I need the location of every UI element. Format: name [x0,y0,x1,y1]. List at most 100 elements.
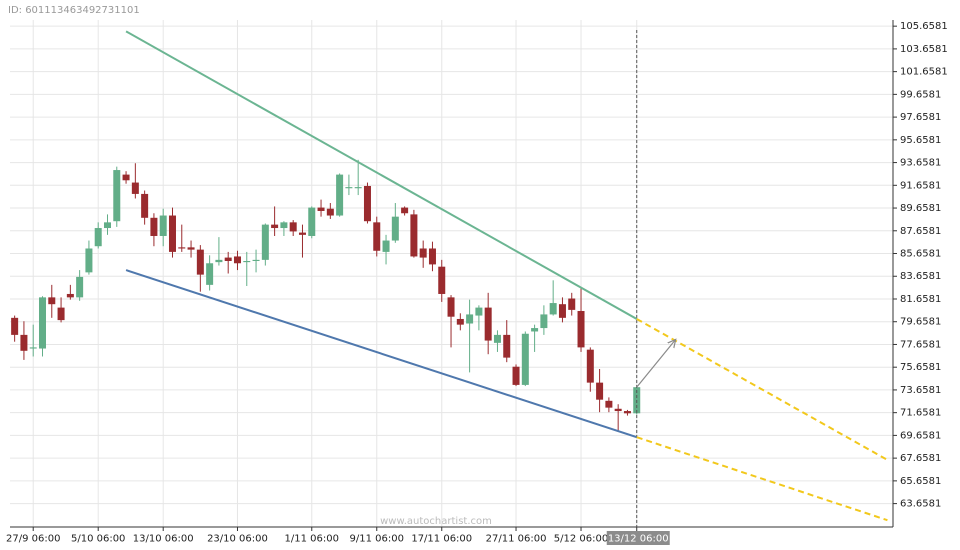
candle-body [298,232,306,235]
y-tick-label: 73.6581 [900,385,941,396]
candle-body [122,174,130,181]
candle-body [289,222,297,232]
chart-id: ID: 601113463492731101 [8,5,140,16]
candle-body [336,174,344,216]
candle-body [103,222,111,229]
y-tick-label: 101.6581 [900,67,948,78]
candle-body [503,334,511,358]
x-tick-label: 1/11 06:00 [285,534,339,545]
x-tick-label: 9/11 06:00 [350,534,404,545]
candle-body [512,366,520,385]
candle-body [48,297,56,305]
candle-body [206,263,214,285]
candle-body [271,224,279,229]
candle-body [363,185,371,222]
y-tick-label: 89.6581 [900,203,941,214]
candle-body [577,311,585,348]
candle-body [11,317,19,335]
candle-body [85,248,93,273]
trend-line [636,318,888,461]
candle-body [456,318,464,325]
x-tick-label: 27/11 06:00 [486,534,547,545]
candle-body [57,307,65,321]
y-tick-label: 103.6581 [900,44,948,55]
candle-body [373,222,381,251]
candle-body [614,408,622,412]
candle-body [131,182,139,194]
y-tick-label: 71.6581 [900,408,941,419]
candle-body [168,215,176,252]
candle-body [605,400,613,408]
watermark: www.autochartist.com [380,516,492,527]
y-tick-label: 83.6581 [900,271,941,282]
candle-body [568,298,576,310]
candle-body [224,257,232,261]
x-tick-label: 17/11 06:00 [411,534,472,545]
y-tick-label: 67.6581 [900,453,941,464]
candle-body [586,349,594,383]
candle-body [141,193,149,218]
candle-body [623,411,631,414]
candle-body [29,347,37,349]
y-tick-label: 63.6581 [900,499,941,510]
x-tick-label: 23/10 06:00 [207,534,268,545]
candle-body [243,260,251,263]
x-tick-label: 27/9 06:00 [6,534,60,545]
candle-body [419,248,427,258]
candle-body [345,187,353,189]
candle-body [261,224,269,260]
y-tick-label: 69.6581 [900,430,941,441]
candle-body [558,304,566,318]
x-tick-label: 5/10 06:00 [71,534,125,545]
y-tick-label: 81.6581 [900,294,941,305]
y-tick-label: 105.6581 [900,21,948,32]
candle-body [196,249,204,275]
x-tick-label: 5/12 06:00 [554,534,608,545]
candle-body [20,334,28,351]
candle-body [94,228,102,247]
y-tick-label: 79.6581 [900,317,941,328]
candle-body [150,217,158,236]
candle-body [428,248,436,265]
trend-line [125,30,638,320]
candle-body [252,259,260,261]
y-tick-label: 97.6581 [900,112,941,123]
trend-line [636,436,888,522]
candle-body [159,215,167,236]
highlight-label-bg [606,531,670,545]
y-tick-label: 65.6581 [900,476,941,487]
x-tick-label: 13/12 06:00 [608,534,669,545]
candle-body [410,214,418,257]
candle-body [113,170,121,222]
candle-body [438,266,446,294]
y-tick-label: 77.6581 [900,339,941,350]
candle-body [215,259,223,263]
y-tick-label: 87.6581 [900,226,941,237]
candle-body [76,276,84,298]
candle-body [531,328,539,332]
candle-body [447,297,455,317]
trend-line [125,269,638,439]
candle-body [391,216,399,241]
candle-body [484,307,492,341]
candle-body [521,333,529,385]
candle-body [187,247,195,250]
y-tick-label: 75.6581 [900,362,941,373]
x-tick-label: 13/10 06:00 [133,534,194,545]
candle-body [233,256,241,264]
candle-body [66,293,74,298]
y-tick-label: 99.6581 [900,89,941,100]
candle-body [466,314,474,324]
candle-body [549,303,557,315]
candle-body [596,382,604,400]
candle-body [38,297,46,349]
candle-body [178,247,186,249]
candle-body [326,208,334,216]
forecast-arrow [636,339,676,388]
y-tick-label: 95.6581 [900,135,941,146]
y-tick-label: 85.6581 [900,249,941,260]
candle-body [493,334,501,343]
candle-body [354,187,362,189]
candle-body [401,207,409,214]
